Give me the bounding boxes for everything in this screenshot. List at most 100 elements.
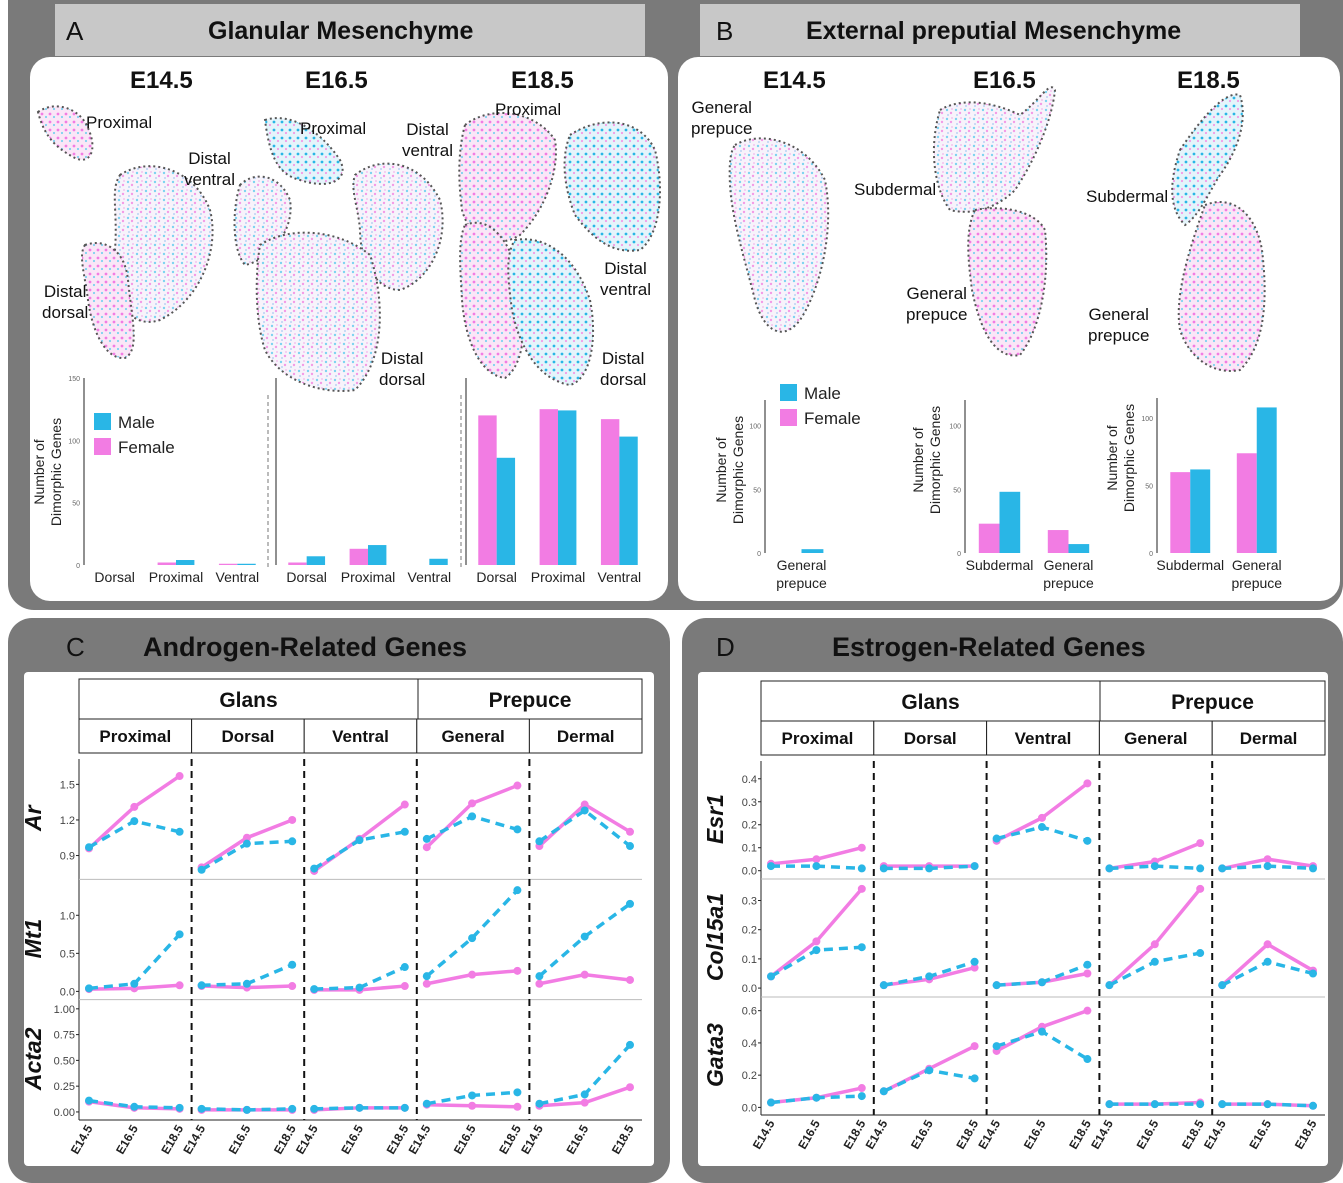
point-female [422, 979, 431, 988]
ytick-label: 1.0 [60, 910, 75, 922]
point-male [130, 1102, 139, 1111]
xtick-label: E16.5 [226, 1122, 254, 1156]
bar-male [558, 410, 577, 565]
point-male [400, 827, 409, 836]
bar-y-axis-title-line: Number of [713, 437, 729, 502]
bar-category-label: General [777, 557, 827, 573]
point-male [1083, 836, 1092, 845]
xtick-label: E14.5 [518, 1122, 546, 1156]
facet-glans-label: Glans [219, 689, 277, 712]
point-female [626, 1083, 634, 1092]
b16-general-prepuce-label: General prepuce [906, 284, 968, 324]
bar-category-label: Dorsal [286, 569, 326, 585]
a14-distal-dorsal-label: Distal dorsal [42, 282, 89, 322]
ytick-label: 0.0 [60, 986, 75, 998]
bar-male [999, 491, 1021, 553]
a-stage-3: E18.5 [511, 67, 574, 94]
point-female [1196, 839, 1205, 848]
panel-a-title: Glanular Mesenchyme [208, 17, 474, 45]
bar-category-label: Proximal [149, 569, 203, 585]
bar-category-label: Dorsal [94, 569, 134, 585]
ytick-label: 1.5 [60, 779, 75, 791]
panel-c-letter: C [66, 632, 85, 662]
bar-male [237, 563, 256, 565]
point-male [992, 981, 1001, 990]
panel-a-letter: A [66, 16, 84, 46]
point-male [1150, 957, 1159, 966]
point-female [812, 855, 821, 864]
point-female [513, 966, 522, 975]
point-male [1038, 978, 1046, 987]
point-male [767, 862, 775, 871]
ytick-label: 0.1 [742, 954, 757, 966]
point-male [1150, 1100, 1159, 1109]
bar-ytick-label: 100 [1141, 416, 1153, 423]
bar-y-axis-title-line: Number of [1104, 425, 1120, 490]
legend-male-label: Male [804, 384, 841, 403]
ytick-label: 0.3 [742, 797, 757, 809]
point-female [288, 815, 297, 824]
bar-ytick-label: 100 [68, 438, 80, 445]
a18-distal-ventral-label: Distal ventral [600, 259, 652, 299]
point-male [355, 836, 364, 845]
point-male [857, 1092, 866, 1101]
bar-ytick-label: 100 [949, 424, 961, 431]
point-female [400, 982, 409, 991]
point-male [513, 825, 522, 834]
point-male [130, 979, 139, 988]
gene-label-Mt1: Mt1 [20, 919, 46, 959]
point-male [242, 839, 251, 848]
bar-ytick-label: 150 [68, 376, 80, 383]
panel-c-body [24, 672, 654, 1166]
bar-category-label: Subdermal [1156, 557, 1224, 573]
point-male [242, 1105, 251, 1114]
point-male [175, 827, 184, 836]
facet-sub-box [986, 720, 1100, 756]
bar-y-axis-title: Number of Dimorphic Genes [713, 416, 746, 524]
point-female [1150, 940, 1159, 949]
bar-category-label: Ventral [598, 569, 642, 585]
bar-female [1236, 453, 1257, 553]
a18-proximal-label: Proximal [495, 100, 562, 119]
point-female [535, 979, 544, 988]
gene-label-Ar: Ar [20, 804, 46, 832]
point-male [1038, 1027, 1046, 1036]
bar-male [1190, 469, 1211, 553]
facet-sub-label: Dorsal [221, 727, 274, 746]
point-male [1309, 864, 1317, 873]
a14-proximal-label: Proximal [86, 113, 153, 132]
point-male [242, 979, 251, 988]
point-male [879, 1087, 888, 1096]
panel-d-letter: D [716, 632, 735, 662]
bar-female [600, 419, 620, 565]
point-male [1105, 864, 1114, 873]
b18-subdermal-label: Subdermal [1086, 187, 1169, 206]
bar-ytick-label: 0 [757, 551, 761, 558]
ytick-label: 0.0 [742, 1102, 757, 1114]
point-male [422, 1099, 431, 1108]
xtick-label: E16.5 [563, 1122, 591, 1156]
bar-chart-B-E18.5: 0 50 100 Subdermal General prepuce [1141, 398, 1282, 591]
bar-male [619, 436, 638, 565]
ytick-label: 0.75 [54, 1030, 75, 1042]
bar-ytick-label: 0 [76, 563, 80, 570]
ytick-label: 0.6 [742, 1006, 757, 1018]
line-grid-D: Glans Prepuce Proximal Dorsal Ventral General… [702, 680, 1326, 1152]
point-male [626, 1040, 634, 1049]
b-stage-1: E14.5 [763, 67, 826, 94]
point-male [1309, 969, 1317, 978]
bar-category-label: Subdermal [966, 557, 1034, 573]
xtick-label: E14.5 [1088, 1117, 1116, 1151]
bar-female [978, 523, 1000, 553]
bar-male [1068, 544, 1090, 553]
series-line-male [425, 888, 519, 978]
gene-label-Col15a1: Col15a1 [702, 893, 728, 981]
point-male [1083, 960, 1092, 969]
ytick-label: 0.0 [742, 983, 757, 995]
bar-ytick-label: 50 [753, 487, 761, 494]
b14-general-prepuce-label: General prepuce [691, 98, 753, 138]
facet-sub-label: Ventral [1015, 729, 1072, 748]
legend-female-label: Female [804, 409, 861, 428]
ytick-label: 0.2 [742, 820, 757, 832]
